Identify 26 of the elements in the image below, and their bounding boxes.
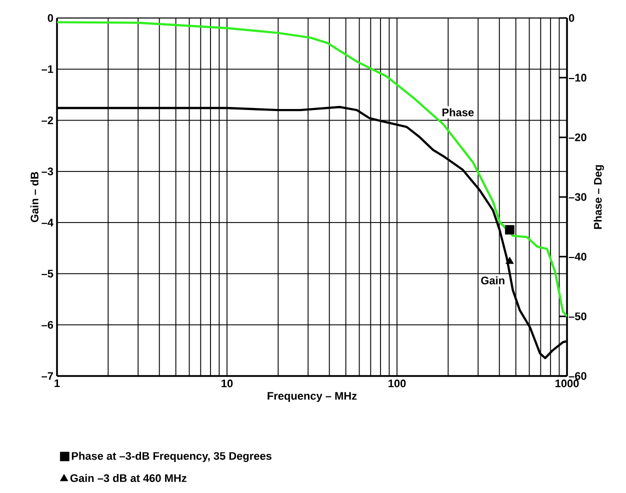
y-tick-label: –1: [42, 65, 54, 73]
y-tick-label: –6: [42, 320, 54, 329]
y2-tick-label: –10: [568, 74, 586, 82]
x-tick-label: 100: [388, 380, 406, 388]
y-axis-title: Gain – dB: [30, 172, 38, 222]
y2-tick-label: –50: [568, 312, 586, 320]
y2-tick-label: –60: [568, 372, 586, 380]
legend-label: Phase at –3-dB Frequency, 35 Degrees: [72, 452, 272, 462]
y-tick-label: –7: [42, 372, 53, 380]
y2-axis-title: Phase – Deg: [594, 165, 604, 229]
y-tick-label: –3: [42, 168, 54, 176]
x-tick-label: 1000: [556, 380, 579, 388]
series-label: Phase: [442, 108, 474, 116]
x-tick-label: 10: [222, 380, 233, 388]
y-tick-label: –5: [42, 270, 54, 278]
y2-tick-label: –40: [568, 252, 586, 261]
x-axis-title: Frequency – MHz: [268, 392, 357, 402]
y-tick-label: 0: [48, 14, 54, 22]
x-tick-label: 1: [54, 380, 60, 388]
y-tick-label: –4: [42, 218, 54, 226]
y2-tick-label: 0: [568, 14, 574, 22]
y-tick-label: –2: [42, 116, 54, 124]
legend-label: Gain –3 dB at 460 MHz: [70, 474, 186, 482]
series-label: Gain: [481, 276, 504, 284]
y2-tick-label: –20: [568, 133, 586, 142]
y2-tick-label: –30: [568, 193, 586, 201]
